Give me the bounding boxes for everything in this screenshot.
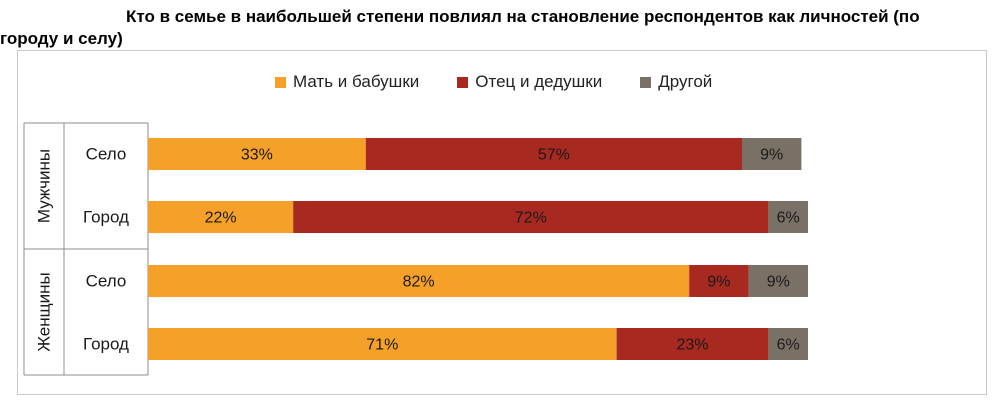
legend-item-other: Другой: [640, 72, 712, 92]
group-label: Мужчины: [35, 149, 54, 223]
legend-item-father: Отец и дедушки: [457, 72, 602, 92]
legend-swatch-other: [640, 76, 652, 88]
category-label: Город: [83, 208, 129, 227]
data-label: 9%: [707, 274, 730, 291]
data-label: 57%: [538, 147, 570, 164]
legend: Мать и бабушки Отец и дедушки Другой: [275, 72, 750, 92]
data-label: 22%: [205, 210, 237, 227]
bar-segment: [742, 138, 802, 170]
legend-label-mother: Мать и бабушки: [293, 72, 420, 91]
data-label: 82%: [403, 274, 435, 291]
bar-segment: [616, 328, 769, 360]
bar-segment: [148, 201, 294, 233]
group-label: Женщины: [35, 272, 54, 351]
category-label: Село: [86, 272, 127, 291]
legend-label-other: Другой: [658, 72, 713, 91]
bar-segment: [689, 265, 749, 297]
legend-item-mother: Мать и бабушки: [275, 72, 419, 92]
bar-segment: [148, 265, 690, 297]
data-label: 71%: [366, 337, 398, 354]
bar-segment: [768, 328, 808, 360]
data-label: 72%: [515, 210, 547, 227]
data-label: 6%: [777, 210, 800, 227]
data-label: 23%: [676, 337, 708, 354]
bar-segment: [768, 201, 808, 233]
legend-swatch-father: [457, 76, 469, 88]
data-label: 9%: [760, 147, 783, 164]
bar-segment: [365, 138, 742, 170]
chart-title: Кто в семье в наибольшей степени повлиял…: [0, 6, 1000, 50]
bar-segment: [148, 328, 617, 360]
legend-label-father: Отец и дедушки: [475, 72, 603, 91]
title-line-2: городу и селу): [0, 29, 123, 48]
bar-segment: [148, 138, 366, 170]
category-label: Город: [83, 335, 129, 354]
bar-segment: [293, 201, 769, 233]
legend-swatch-mother: [275, 76, 286, 88]
chart-frame: [17, 50, 987, 395]
data-label: 6%: [777, 337, 800, 354]
bar-segment: [748, 265, 808, 297]
title-line-1: Кто в семье в наибольшей степени повлиял…: [126, 7, 920, 26]
category-label: Село: [86, 145, 127, 164]
data-label: 33%: [241, 147, 273, 164]
data-label: 9%: [767, 274, 790, 291]
